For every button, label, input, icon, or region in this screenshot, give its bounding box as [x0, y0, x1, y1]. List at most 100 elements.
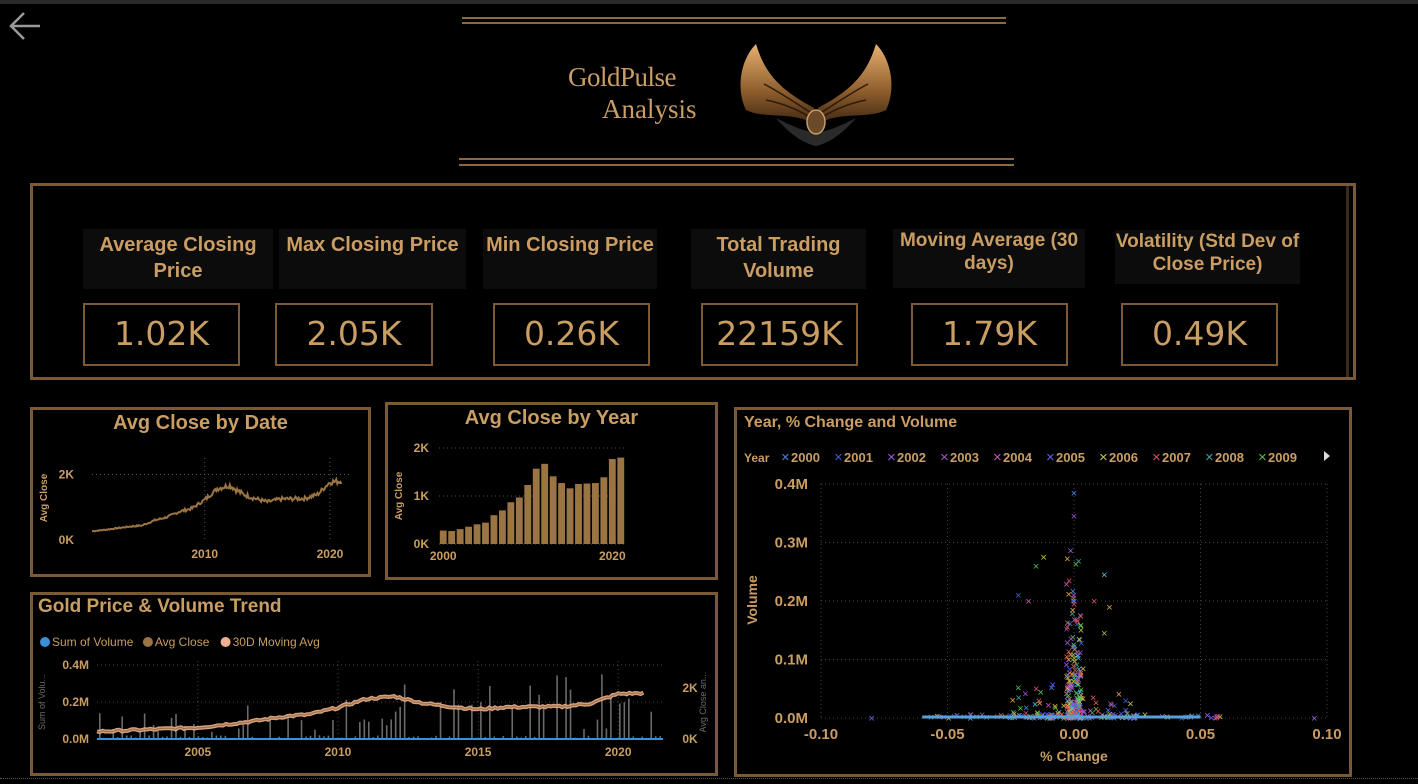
card-year-change-volume[interactable] — [734, 407, 1352, 777]
data-point: × — [1078, 670, 1084, 682]
data-point: × — [1093, 698, 1099, 710]
x-tick-label: 2000 — [430, 549, 457, 563]
logo-line1: GoldPulse — [568, 62, 677, 92]
data-point: × — [1212, 713, 1218, 725]
data-point: × — [1068, 681, 1074, 693]
kpi-label-average-closing-price: Average Closing Price — [83, 229, 273, 289]
data-point: × — [1047, 713, 1053, 725]
data-point: × — [1070, 661, 1076, 673]
chart-year-change-volume: Year × 2000 × 2001 × 2002 × 2003 × 2004 × 2005 × 2006 ×… — [744, 449, 1342, 764]
data-point: × — [1039, 713, 1045, 725]
data-point: × — [1065, 686, 1071, 698]
data-point: × — [1075, 698, 1081, 710]
data-point: × — [1064, 638, 1070, 650]
bar-2009 — [515, 497, 523, 544]
kpi-panel-inner-line — [1346, 186, 1349, 377]
data-point: × — [1078, 625, 1084, 637]
data-point: × — [1065, 708, 1071, 720]
data-point: × — [1060, 701, 1066, 713]
data-point: × — [1064, 702, 1070, 714]
logo: GoldPulse Analysis — [564, 56, 704, 130]
data-point: × — [1076, 696, 1082, 708]
data-point: × — [1104, 713, 1110, 725]
legend-label: 2005 — [1056, 450, 1085, 465]
data-point: × — [1069, 608, 1075, 620]
data-point: × — [1078, 690, 1084, 702]
data-point: × — [1069, 704, 1075, 716]
data-point: × — [1068, 709, 1074, 721]
bar-2007 — [498, 510, 506, 544]
data-point: × — [1010, 707, 1016, 719]
logo-line2: Analysis — [602, 94, 697, 124]
legend-label: 30D Moving Avg — [233, 635, 320, 649]
y-axis-label: Avg Close — [39, 473, 50, 522]
data-point: × — [1065, 700, 1071, 712]
data-point: × — [1124, 708, 1130, 720]
kpi-value-volatility: 0.49K — [1121, 303, 1278, 366]
data-point: × — [1063, 624, 1069, 636]
data-point: × — [1208, 713, 1214, 725]
y-tick-label: 0.2M — [775, 593, 808, 610]
data-point: × — [1064, 617, 1070, 629]
card-gold-price-volume-trend[interactable] — [30, 592, 718, 776]
data-point: × — [1064, 652, 1070, 664]
data-point: × — [1078, 713, 1084, 725]
data-point: × — [1075, 706, 1081, 718]
card-title-avg-close-by-year: Avg Close by Year — [464, 407, 639, 429]
legend-label: 2000 — [791, 450, 820, 465]
card-avg-close-by-year[interactable] — [385, 402, 718, 580]
data-point: × — [1122, 705, 1128, 717]
y-tick-label: 0.1M — [775, 652, 808, 669]
data-point: × — [1127, 699, 1133, 711]
legend-marker: × — [1152, 449, 1161, 466]
x-axis-label: % Change — [1040, 748, 1108, 764]
data-point: × — [1075, 708, 1081, 720]
data-point: × — [1048, 713, 1054, 725]
data-point: × — [1045, 700, 1051, 712]
data-point: × — [1070, 650, 1076, 662]
data-point: × — [1076, 692, 1082, 704]
y-tick-label-left: 0.0M — [62, 732, 89, 746]
data-point: × — [1074, 676, 1080, 688]
data-point: × — [1066, 668, 1072, 680]
legend-marker: × — [1046, 449, 1055, 466]
data-point: × — [1311, 713, 1317, 725]
back-button[interactable] — [6, 8, 44, 44]
data-point: × — [1015, 590, 1021, 602]
bar-2015 — [566, 488, 574, 544]
legend-label: 2001 — [844, 450, 873, 465]
data-point: × — [1066, 664, 1072, 676]
data-point: × — [1078, 693, 1084, 705]
page-bottom-border — [0, 778, 1418, 781]
y-tick-label: 2K — [59, 468, 75, 482]
data-point: × — [1075, 679, 1081, 691]
y-tick-label: 0K — [59, 533, 75, 547]
data-point: × — [1066, 684, 1072, 696]
kpi-value-min-closing-price: 0.26K — [493, 303, 650, 366]
data-point: × — [1078, 620, 1084, 632]
data-point: × — [1077, 648, 1083, 660]
bar-2010 — [524, 484, 532, 544]
data-point: × — [1071, 713, 1077, 725]
data-point: × — [1015, 692, 1021, 704]
data-point: × — [1076, 693, 1082, 705]
card-avg-close-by-date[interactable] — [30, 407, 371, 577]
bar-2003 — [465, 526, 473, 544]
bar-2018 — [591, 483, 599, 544]
data-point: × — [1078, 685, 1084, 697]
data-point: × — [1118, 709, 1124, 721]
data-point: × — [1059, 709, 1065, 721]
data-point: × — [1078, 693, 1084, 705]
y-tick-label: 1K — [414, 489, 430, 503]
bar-2019 — [600, 477, 608, 544]
data-point: × — [1075, 695, 1081, 707]
data-point: × — [1069, 642, 1075, 654]
data-point: × — [1069, 683, 1075, 695]
kpi-value-total-trading-volume: 22159K — [701, 303, 858, 366]
data-point: × — [1033, 561, 1039, 573]
legend-label: Avg Close — [155, 635, 210, 649]
data-point: × — [1011, 713, 1017, 725]
data-point: × — [868, 713, 874, 725]
data-point: × — [1071, 596, 1077, 608]
legend-marker: × — [1205, 449, 1214, 466]
